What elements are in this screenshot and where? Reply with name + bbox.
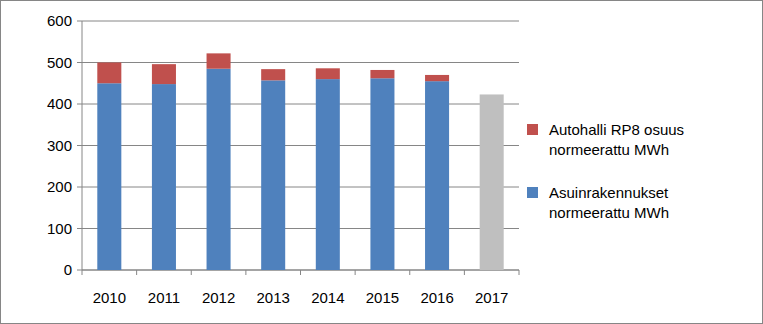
bar bbox=[316, 79, 340, 270]
x-tick bbox=[191, 270, 192, 275]
y-tick-label: 400 bbox=[47, 95, 72, 112]
bar bbox=[480, 94, 504, 270]
x-tick-label: 2017 bbox=[475, 289, 508, 306]
y-tick bbox=[77, 270, 82, 271]
x-tick bbox=[300, 270, 301, 275]
bar bbox=[425, 75, 449, 81]
grid-line bbox=[82, 145, 519, 146]
x-tick bbox=[519, 270, 520, 275]
y-tick bbox=[77, 145, 82, 146]
bar bbox=[97, 63, 121, 84]
bar bbox=[152, 84, 176, 270]
y-tick bbox=[77, 228, 82, 229]
legend-swatch bbox=[527, 124, 538, 135]
y-tick-label: 600 bbox=[47, 12, 72, 29]
x-tick-label: 2010 bbox=[93, 289, 126, 306]
grid-line bbox=[82, 104, 519, 105]
bar bbox=[316, 68, 340, 79]
legend-swatch bbox=[527, 187, 538, 198]
legend-label: Asuinrakennuksetnormeerattu MWh bbox=[549, 184, 669, 221]
x-tick-label: 2014 bbox=[311, 289, 344, 306]
y-tick bbox=[77, 187, 82, 188]
y-tick-label: 500 bbox=[47, 54, 72, 71]
x-tick-label: 2015 bbox=[366, 289, 399, 306]
chart: 0 100 200 300 400 500 600 2010 2011 2012 2013 2014 2… bbox=[0, 0, 763, 324]
grid-line bbox=[82, 228, 519, 229]
y-axis bbox=[82, 21, 83, 270]
bars bbox=[97, 53, 503, 270]
x-tick-label: 2012 bbox=[202, 289, 235, 306]
bar bbox=[261, 69, 285, 80]
x-tick-label: 2016 bbox=[420, 289, 453, 306]
x-tick bbox=[245, 270, 246, 275]
bar bbox=[261, 80, 285, 270]
grid-line bbox=[82, 62, 519, 63]
grid-line bbox=[82, 21, 519, 22]
y-tick-label: 200 bbox=[47, 178, 72, 195]
bar bbox=[97, 83, 121, 270]
y-tick bbox=[77, 104, 82, 105]
x-tick-label: 2011 bbox=[148, 289, 180, 306]
y-tick-label: 0 bbox=[64, 261, 72, 278]
bar bbox=[370, 70, 394, 78]
y-tick-label: 100 bbox=[47, 220, 72, 237]
y-tick-label: 300 bbox=[47, 137, 72, 154]
legend-label: Autohalli RP8 osuusnormeerattu MWh bbox=[549, 121, 684, 158]
bar bbox=[207, 69, 231, 270]
y-tick bbox=[77, 21, 82, 22]
x-tick bbox=[464, 270, 465, 275]
bar bbox=[370, 78, 394, 270]
grid-line bbox=[82, 187, 519, 188]
bar bbox=[152, 64, 176, 84]
x-tick bbox=[136, 270, 137, 275]
frame bbox=[1, 1, 763, 324]
x-tick bbox=[409, 270, 410, 275]
bar bbox=[207, 53, 231, 68]
x-tick bbox=[355, 270, 356, 275]
bar bbox=[425, 81, 449, 270]
x-tick bbox=[82, 270, 83, 275]
y-tick bbox=[77, 62, 82, 63]
x-tick-label: 2013 bbox=[257, 289, 290, 306]
